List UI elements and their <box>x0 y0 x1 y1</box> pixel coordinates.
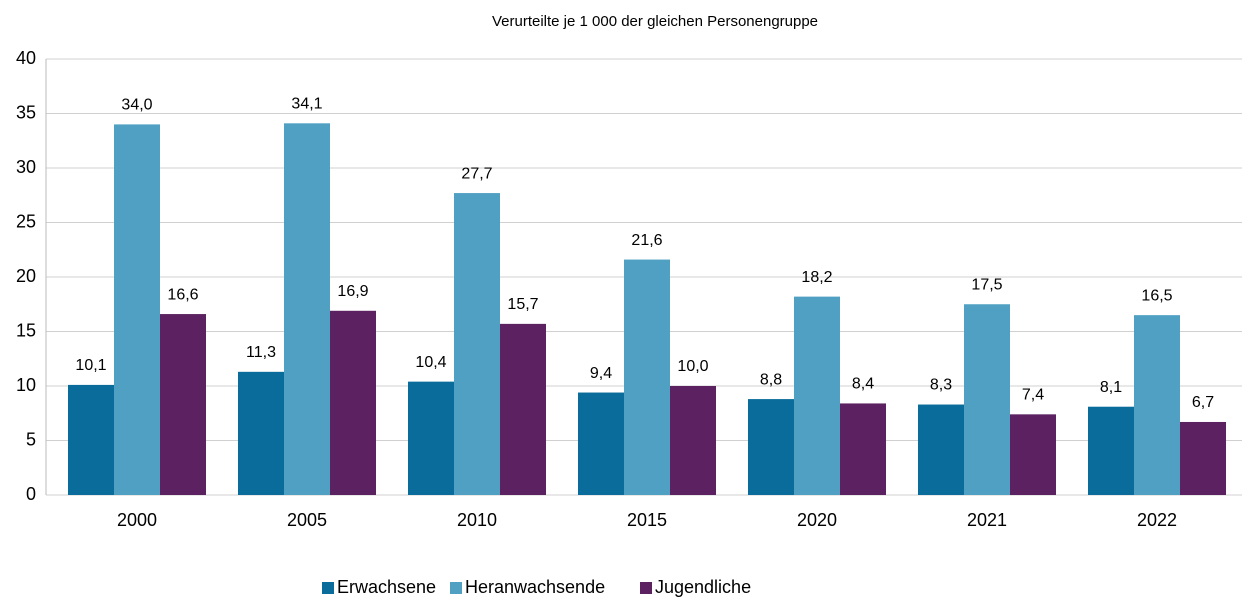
value-label: 15,7 <box>507 296 538 313</box>
bar <box>624 259 670 495</box>
y-tick-label: 5 <box>26 429 36 449</box>
y-tick-label: 30 <box>16 157 36 177</box>
value-label: 21,6 <box>631 232 662 249</box>
bar <box>284 123 330 495</box>
bar <box>918 404 964 495</box>
value-label: 18,2 <box>801 269 832 286</box>
value-label: 11,3 <box>246 344 276 361</box>
value-label: 16,6 <box>167 286 198 303</box>
bar <box>238 371 284 495</box>
value-label: 8,8 <box>760 371 782 388</box>
y-tick-label: 20 <box>16 266 36 286</box>
bar <box>670 386 716 495</box>
bar <box>160 314 206 495</box>
bar <box>68 384 114 495</box>
bar <box>500 323 546 495</box>
bar <box>1134 315 1180 495</box>
chart-title: Verurteilte je 1 000 der gleichen Person… <box>492 13 818 30</box>
value-label: 16,9 <box>337 283 368 300</box>
value-label: 9,4 <box>590 365 612 382</box>
bar <box>454 193 500 495</box>
y-tick-label: 10 <box>16 375 36 395</box>
y-tick-label: 25 <box>16 211 36 231</box>
bar <box>330 310 376 495</box>
bar <box>578 392 624 495</box>
value-label: 7,4 <box>1022 387 1044 404</box>
x-tick-label: 2010 <box>457 510 497 530</box>
value-label: 6,7 <box>1192 394 1214 411</box>
bar <box>794 296 840 495</box>
legend-label: Erwachsene <box>337 577 436 597</box>
value-label: 27,7 <box>461 165 492 182</box>
x-tick-label: 2005 <box>287 510 327 530</box>
bar <box>1180 421 1226 495</box>
value-label: 34,0 <box>121 97 152 114</box>
value-label: 16,5 <box>1141 287 1172 304</box>
x-tick-label: 2021 <box>967 510 1007 530</box>
y-tick-label: 35 <box>16 102 36 122</box>
legend-swatch <box>450 582 462 594</box>
legend-swatch <box>322 582 334 594</box>
x-tick-label: 2000 <box>117 510 157 530</box>
x-tick-label: 2020 <box>797 510 837 530</box>
bar <box>1010 414 1056 495</box>
bar <box>1088 406 1134 495</box>
legend-swatch <box>640 582 652 594</box>
value-label: 34,1 <box>291 96 322 113</box>
value-label: 17,5 <box>971 276 1002 293</box>
value-label: 8,1 <box>1100 379 1122 396</box>
y-tick-label: 15 <box>16 320 36 340</box>
x-tick-label: 2022 <box>1137 510 1177 530</box>
bar <box>840 403 886 495</box>
value-label: 10,1 <box>75 357 106 374</box>
bar <box>408 381 454 495</box>
value-label: 8,4 <box>852 376 874 393</box>
y-tick-label: 40 <box>16 48 36 68</box>
x-tick-label: 2015 <box>627 510 667 530</box>
y-tick-label: 0 <box>26 484 36 504</box>
bar <box>748 399 794 495</box>
value-label: 10,0 <box>677 358 708 375</box>
legend-label: Jugendliche <box>655 577 751 597</box>
bar <box>114 124 160 496</box>
bar <box>964 304 1010 495</box>
value-label: 8,3 <box>930 377 952 394</box>
legend-label: Heranwachsende <box>465 577 605 597</box>
value-label: 10,4 <box>415 354 446 371</box>
